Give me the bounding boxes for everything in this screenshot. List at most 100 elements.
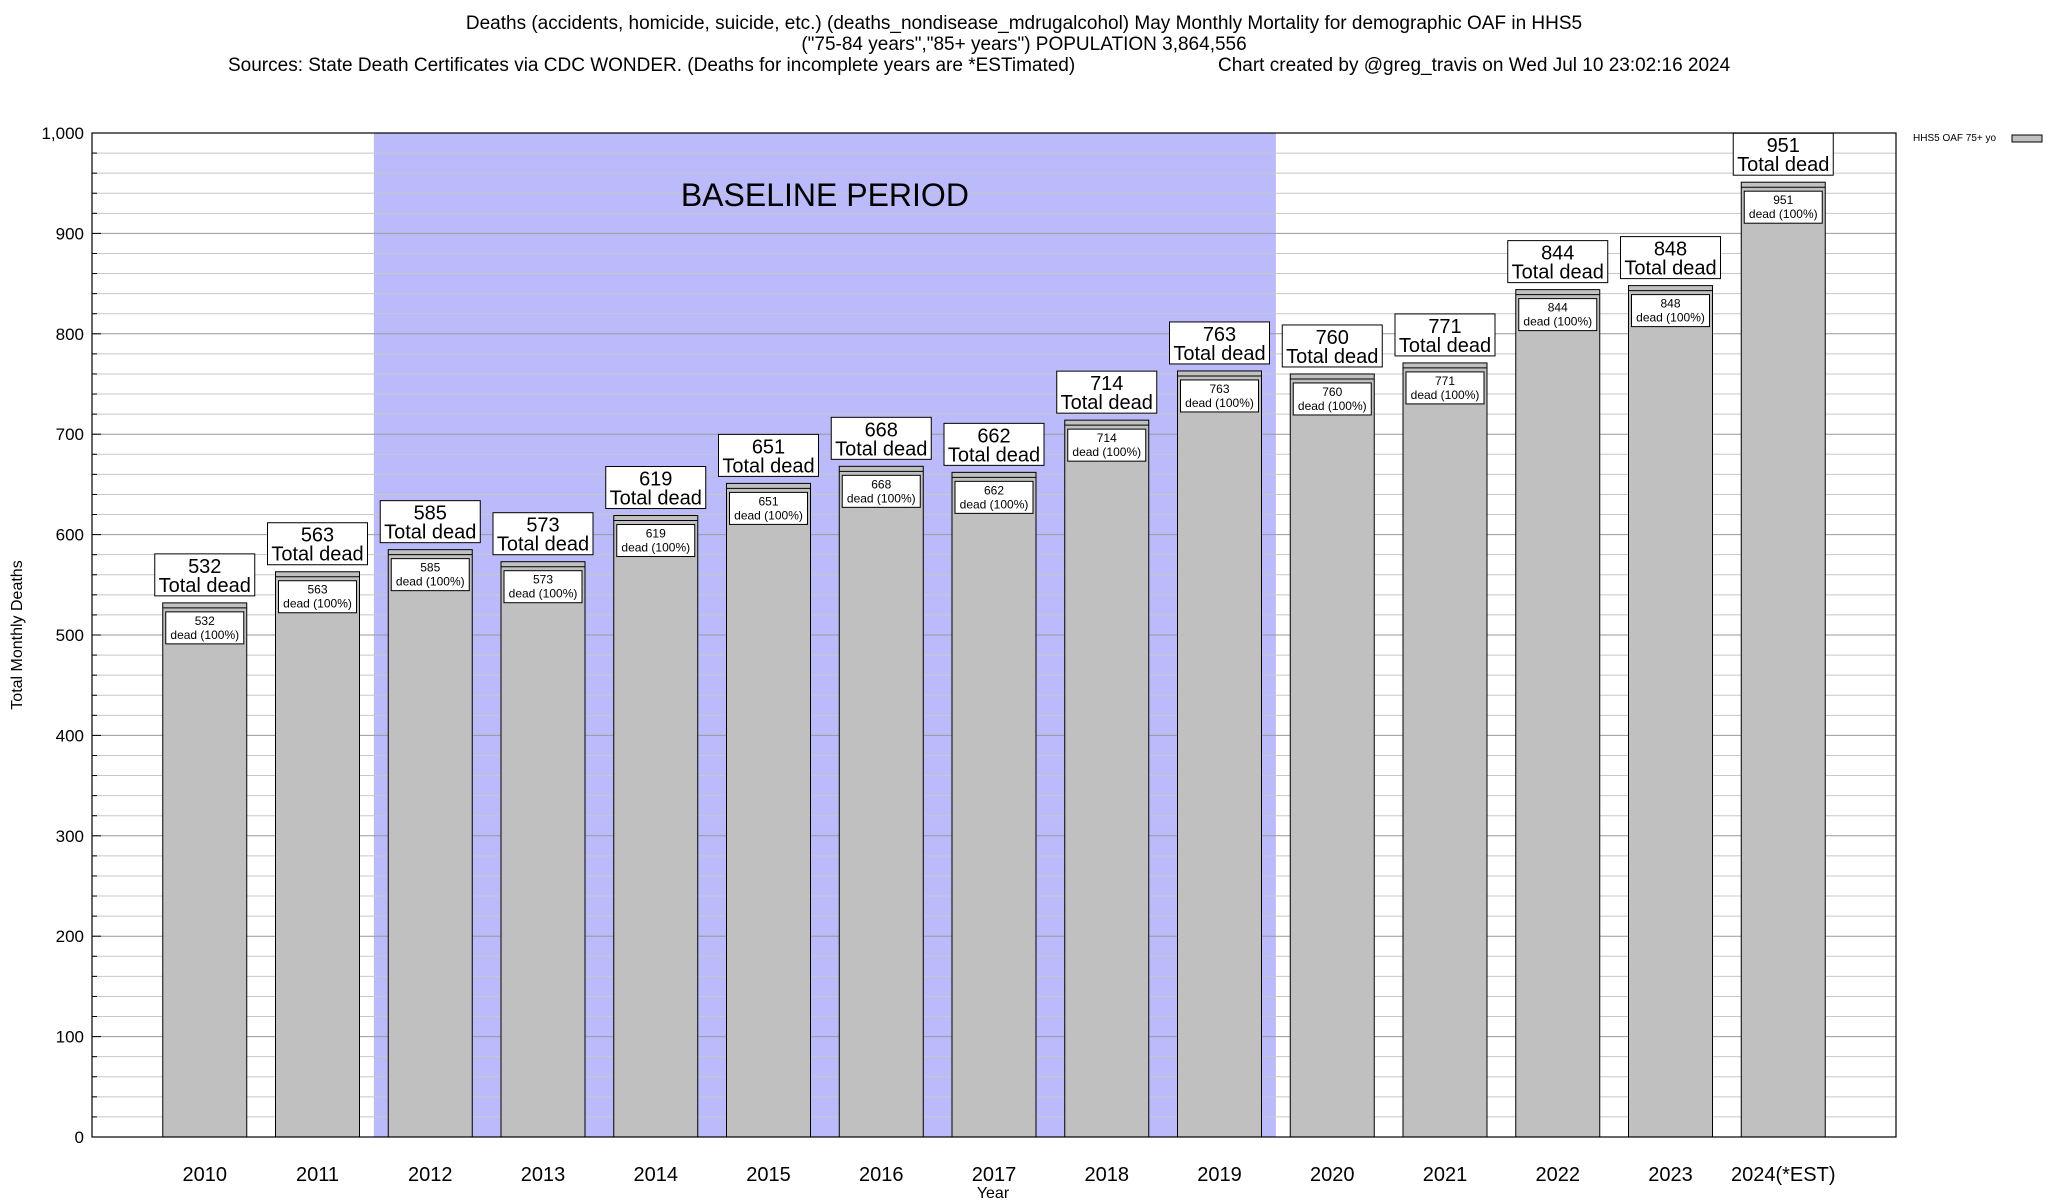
bar-total-label-box (154, 553, 256, 597)
bar-total-text-label: Total dead (497, 534, 589, 556)
bar-total-text-label: Total dead (1737, 154, 1829, 176)
x-tick-label: 2013 (521, 1164, 566, 1186)
bar-inner-label-box (278, 580, 357, 614)
bar (613, 515, 699, 1138)
bar (1740, 181, 1826, 1138)
y-tick-label: 300 (56, 827, 84, 846)
x-tick-label: 2014 (634, 1164, 679, 1186)
bar-inner-label-box (165, 611, 245, 645)
x-axis-label: Year (977, 1185, 1010, 1200)
bar (1402, 362, 1488, 1138)
bar (838, 465, 924, 1138)
x-tick-label: 2011 (296, 1164, 339, 1186)
bar-total-label-box (1620, 236, 1721, 280)
bar-total-value-label: 951 (1767, 135, 1800, 157)
bar-total-value-label: 662 (977, 425, 1010, 447)
bar-total-label-box (943, 422, 1045, 466)
bar-inner-value-label: 619 (646, 527, 666, 541)
y-axis-label: Total Monthly Deaths (9, 560, 26, 709)
y-tick-label: 800 (56, 325, 84, 344)
bar-inner-percent-label: dead (100%) (621, 541, 690, 555)
bar-total-label-box (379, 500, 481, 544)
legend-label: HHS5 OAF 75+ yo (1913, 133, 1997, 144)
bar-total-text-label: Total dead (948, 444, 1040, 466)
bar-inner-value-label: 771 (1435, 374, 1455, 388)
bar-inner-label-box (954, 480, 1034, 514)
bar-total-label-box (830, 416, 932, 460)
x-tick-label: 2020 (1310, 1164, 1355, 1186)
legend-swatch (2011, 134, 2043, 143)
bar-inner-label-box (1067, 428, 1147, 462)
bar-inner-value-label: 563 (307, 583, 327, 597)
bar-inner-value-label: 662 (984, 483, 1004, 497)
bar-total-value-label: 763 (1203, 324, 1236, 346)
plot-area-frame (91, 132, 1897, 1138)
bar-inner-label-box (841, 474, 921, 508)
bar (1515, 289, 1601, 1138)
bar-inner-value-label: 532 (195, 614, 215, 628)
bar-inner-percent-label: dead (100%) (1185, 396, 1254, 410)
bar-inner-percent-label: dead (100%) (509, 587, 578, 601)
bar-inner-label-box (1180, 379, 1259, 413)
bar-inner-percent-label: dead (100%) (1749, 207, 1818, 221)
bar-total-text-label: Total dead (1399, 335, 1491, 357)
bar-total-text-label: Total dead (722, 455, 814, 477)
chart-subtitle: ("75-84 years","85+ years") POPULATION 3… (801, 34, 1247, 55)
bar-total-value-label: 532 (188, 556, 221, 578)
bar (500, 561, 586, 1138)
bar-total-text-label: Total dead (1061, 392, 1153, 414)
x-tick-label: 2024(*EST) (1731, 1164, 1836, 1186)
bar-inner-label-box (1631, 294, 1710, 328)
bar (387, 549, 473, 1138)
x-tick-label: 2017 (972, 1164, 1017, 1186)
bar-total-value-label: 619 (639, 469, 672, 491)
bar-total-value-label: 585 (414, 503, 447, 525)
bar-inner-percent-label: dead (100%) (960, 497, 1029, 511)
bar-total-label-box (492, 512, 594, 556)
bar-total-label-box (718, 433, 819, 477)
bar-total-label-box (1394, 313, 1496, 357)
bar-inner-percent-label: dead (100%) (1636, 311, 1705, 325)
bar-inner-value-label: 585 (420, 561, 440, 575)
bar-inner-value-label: 951 (1773, 193, 1793, 207)
baseline-period-label: BASELINE PERIOD (681, 177, 969, 213)
bar-total-value-label: 573 (526, 515, 559, 537)
bar-total-value-label: 760 (1316, 327, 1349, 349)
bar-total-value-label: 651 (752, 436, 785, 458)
bar-total-value-label: 714 (1090, 373, 1123, 395)
bar (951, 471, 1037, 1138)
bar-inner-percent-label: dead (100%) (1298, 399, 1367, 413)
bar-inner-label-box (1743, 190, 1823, 224)
bar-inner-percent-label: dead (100%) (170, 628, 239, 642)
bar-inner-value-label: 651 (758, 494, 778, 508)
bar-inner-value-label: 573 (533, 573, 553, 587)
x-tick-label: 2021 (1423, 1164, 1468, 1186)
bar-total-text-label: Total dead (384, 522, 476, 544)
y-tick-label: 100 (56, 1028, 84, 1047)
bar (162, 602, 248, 1138)
bar-total-value-label: 848 (1654, 239, 1687, 261)
bar-inner-label-box (729, 491, 808, 525)
y-tick-label: 500 (56, 626, 84, 645)
bar-inner-percent-label: dead (100%) (1523, 315, 1592, 329)
bar-inner-label-box (503, 570, 583, 604)
bar-inner-label-box (390, 558, 470, 592)
bar-inner-percent-label: dead (100%) (1411, 388, 1480, 402)
bar (1628, 285, 1713, 1138)
bar-total-text-label: Total dead (835, 438, 927, 460)
x-tick-label: 2016 (859, 1164, 904, 1186)
bar-inner-percent-label: dead (100%) (847, 491, 916, 505)
bar-inner-value-label: 668 (871, 477, 891, 491)
bar-total-text-label: Total dead (271, 544, 363, 566)
bar-inner-value-label: 760 (1322, 385, 1342, 399)
bar-inner-value-label: 848 (1660, 297, 1680, 311)
bar-inner-percent-label: dead (100%) (1072, 445, 1141, 459)
bar-total-text-label: Total dead (1173, 343, 1265, 365)
x-tick-label: 2019 (1197, 1164, 1242, 1186)
bar (1064, 419, 1150, 1138)
y-tick-label: 1,000 (41, 124, 84, 143)
bar-inner-value-label: 844 (1548, 301, 1568, 315)
x-tick-label: 2015 (746, 1164, 791, 1186)
bar (1289, 373, 1375, 1138)
bar-total-label-box (267, 522, 368, 566)
